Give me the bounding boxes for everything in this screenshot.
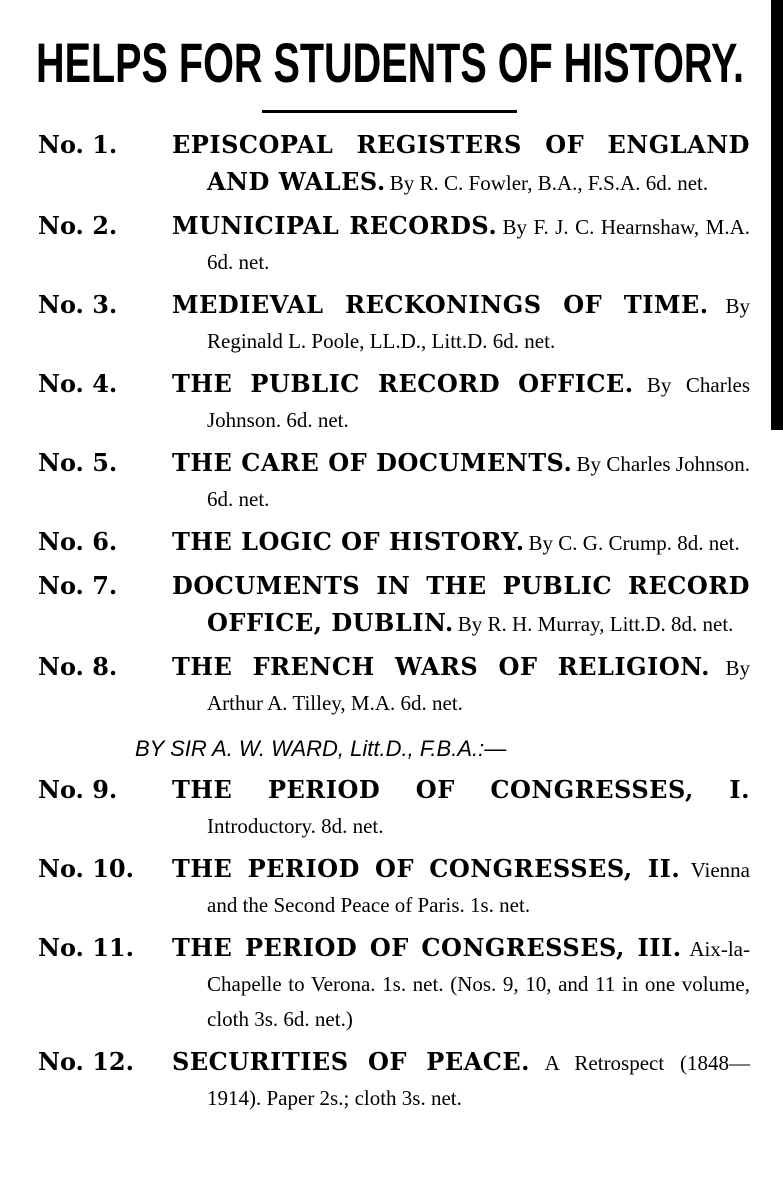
entry-body: THE PERIOD OF CONGRESSES, II. Vienna and… (172, 852, 750, 924)
entry-title: THE PUBLIC RECORD OFFICE. (172, 369, 634, 398)
entry-title: EPISCOPAL REGISTERS OF ENGLAND AND WALES… (172, 130, 750, 196)
entry-details: By R. H. Murray, Litt.D. 8d. net. (457, 612, 734, 636)
entry-number: No. 6. (38, 527, 118, 556)
entry-title: MUNICIPAL RECORDS. (172, 211, 498, 240)
entry-body: MUNICIPAL RECORDS. By F. J. C. Hearnshaw… (172, 209, 750, 281)
entry-details: By F. J. C. Hearnshaw, M.A. 6d. net. (207, 215, 750, 274)
entry-details: By Charles Johnson. 6d. net. (207, 452, 750, 511)
entry: No. 4. THE PUBLIC RECORD OFFICE. By Charl… (38, 367, 750, 439)
entry-details: A Retrospect (1848—1914). Paper 2s.; clo… (207, 1051, 751, 1110)
entry-number: No. 12. (38, 1047, 134, 1076)
entry: No. 2. MUNICIPAL RECORDS. By F. J. C. Hea… (38, 209, 750, 281)
entry-details: Introductory. 8d. net. (207, 814, 384, 838)
entry-number: No. 5. (38, 448, 118, 477)
entry: No. 3. MEDIEVAL RECKONINGS OF TIME. By Re… (38, 288, 750, 360)
entry-title: MEDIEVAL RECKONINGS OF TIME. (172, 290, 709, 319)
entry-details: By R. C. Fowler, B.A., F.S.A. 6d. net. (389, 171, 709, 195)
entry-body: SECURITIES OF PEACE. A Retrospect (1848—… (172, 1045, 750, 1117)
rule (262, 110, 517, 113)
title: HELPS FOR STUDENTS OF HISTORY. (36, 31, 744, 94)
entry-body: MEDIEVAL RECKONINGS OF TIME. By Reginald… (172, 288, 750, 360)
entry-number: No. 1. (38, 130, 118, 159)
entry-number: No. 10. (38, 854, 134, 883)
entry-title: THE PERIOD OF CONGRESSES, I. (172, 775, 750, 804)
entry-number: No. 7. (38, 571, 118, 600)
entry-details: Aix-la-Chapelle to Verona. 1s. net. (Nos… (207, 937, 751, 1031)
entry-number: No. 3. (38, 290, 118, 319)
entry: No. 12. SECURITIES OF PEACE. A Retrospect… (38, 1045, 750, 1117)
entry-number: No. 4. (38, 369, 118, 398)
entry-title: SECURITIES OF PEACE. (172, 1047, 531, 1076)
entry-title: DOCUMENTS IN THE PUBLIC RECORD OFFICE, D… (172, 571, 750, 637)
entry-details: By Reginald L. Poole, LL.D., Litt.D. 6d.… (207, 294, 751, 353)
entry: No. 7. DOCUMENTS IN THE PUBLIC RECORD OFF… (38, 569, 750, 643)
entry-body: THE CARE OF DOCUMENTS. By Charles Johnso… (172, 446, 750, 518)
entry-title: THE PERIOD OF CONGRESSES, III. (172, 933, 682, 962)
entry-details: By Charles Johnson. 6d. net. (207, 373, 751, 432)
entry-number: No. 2. (38, 211, 118, 240)
entry: No. 9. THE PERIOD OF CONGRESSES, I. Intro… (38, 773, 750, 845)
entry-body: THE PERIOD OF CONGRESSES, I. Introductor… (172, 773, 750, 845)
entry-body: THE PERIOD OF CONGRESSES, III. Aix-la-Ch… (172, 931, 750, 1038)
entry-details: Vienna and the Second Peace of Paris. 1s… (207, 858, 750, 917)
series-heading: BY SIR A. W. WARD, Litt.D., F.B.A.:— (135, 736, 507, 761)
entry-title: THE LOGIC OF HISTORY. (172, 527, 525, 556)
entry-number: No. 9. (38, 775, 118, 804)
entry: No. 8. THE FRENCH WARS OF RELIGION. By Ar… (38, 650, 750, 722)
entry-title: THE FRENCH WARS OF RELIGION. (172, 652, 711, 681)
entry-body: THE PUBLIC RECORD OFFICE. By Charles Joh… (172, 367, 750, 439)
entry: No. 5. THE CARE OF DOCUMENTS. By Charles … (38, 446, 750, 518)
entry: No. 6. THE LOGIC OF HISTORY. By C. G. Cru… (38, 525, 750, 562)
entry-details: By Arthur A. Tilley, M.A. 6d. net. (207, 656, 750, 715)
entry: No. 10. THE PERIOD OF CONGRESSES, II. Vie… (38, 852, 750, 924)
entry-body: THE LOGIC OF HISTORY. By C. G. Crump. 8d… (172, 525, 750, 562)
entry: No. 11. THE PERIOD OF CONGRESSES, III. Ai… (38, 931, 750, 1038)
entry: No. 1. EPISCOPAL REGISTERS OF ENGLAND AND… (38, 128, 750, 202)
entry-body: EPISCOPAL REGISTERS OF ENGLAND AND WALES… (172, 128, 750, 202)
entry-title: THE PERIOD OF CONGRESSES, II. (172, 854, 681, 883)
entry-body: DOCUMENTS IN THE PUBLIC RECORD OFFICE, D… (172, 569, 750, 643)
entry-body: THE FRENCH WARS OF RELIGION. By Arthur A… (172, 650, 750, 722)
entry-number: No. 8. (38, 652, 118, 681)
entry-title: THE CARE OF DOCUMENTS. (172, 448, 573, 477)
entry-details: By C. G. Crump. 8d. net. (528, 531, 740, 555)
entry-number: No. 11. (38, 933, 134, 962)
scan-edge (771, 0, 783, 430)
entry-list: No. 1. EPISCOPAL REGISTERS OF ENGLAND AND… (38, 128, 750, 1124)
